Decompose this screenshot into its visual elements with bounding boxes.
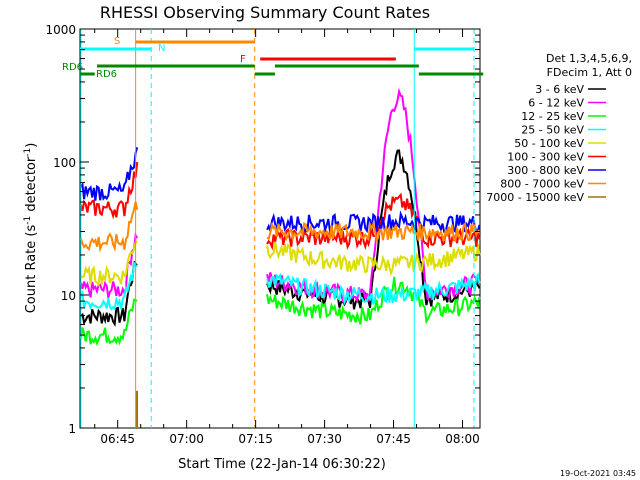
legend-label-5: 100 - 300 keV bbox=[507, 151, 584, 164]
flag-label-f: F bbox=[240, 54, 246, 65]
x-tick-label-2: 07:15 bbox=[238, 432, 273, 446]
x-tick-label-0: 06:45 bbox=[100, 432, 135, 446]
legend-label-8: 7000 - 15000 keV bbox=[486, 191, 584, 204]
legend-label-2: 12 - 25 keV bbox=[521, 110, 584, 123]
series-line-7-seg-1 bbox=[266, 220, 481, 244]
legend-label-0: 3 - 6 keV bbox=[535, 83, 584, 96]
x-tick-label-5: 08:00 bbox=[445, 432, 480, 446]
x-tick-label-1: 07:00 bbox=[169, 432, 204, 446]
series-line-4-seg-0 bbox=[80, 240, 138, 288]
series-line-6-seg-0 bbox=[80, 147, 139, 201]
series-line-3-seg-0 bbox=[80, 260, 138, 311]
tick-layer: 06:45 07:00 07:15 07:30 07:45 08:00 1 10 100 1000 bbox=[45, 23, 480, 446]
y-axis-label-sup1: -1 bbox=[23, 216, 33, 225]
legend-header-line-1: Det 1,3,4,5,6,9, bbox=[546, 52, 632, 65]
flag-label-rd6-upper: RD6 bbox=[62, 62, 83, 73]
series-line-3-seg-1 bbox=[266, 272, 481, 307]
series-line-0-seg-0 bbox=[80, 260, 138, 327]
y-axis-label-sup2: -1 bbox=[23, 148, 33, 157]
chart-title: RHESSI Observing Summary Count Rates bbox=[100, 3, 430, 22]
y-tick-label-0: 1 bbox=[68, 422, 76, 436]
y-tick-label-2: 100 bbox=[53, 156, 76, 170]
flag-label-rd6-lower: RD6 bbox=[96, 69, 117, 80]
series-line-2-seg-1 bbox=[266, 276, 481, 325]
series-line-1-seg-1 bbox=[266, 87, 481, 304]
plot-area bbox=[79, 28, 484, 429]
legend: Det 1,3,4,5,6,9, FDecim 1, Att 0 3 - 6 k… bbox=[486, 52, 632, 204]
legend-label-1: 6 - 12 keV bbox=[528, 97, 584, 110]
y-axis-label-main: Count Rate (s bbox=[24, 225, 39, 314]
x-tick-label-3: 07:30 bbox=[307, 432, 342, 446]
legend-label-7: 800 - 7000 keV bbox=[500, 178, 584, 191]
series-line-7-seg-0 bbox=[79, 201, 139, 253]
x-tick-label-4: 07:45 bbox=[376, 432, 411, 446]
series-line-2-seg-0 bbox=[79, 298, 138, 347]
flag-label-n: N bbox=[158, 43, 165, 54]
y-tick-label-1: 10 bbox=[61, 289, 76, 303]
y-axis-label-mid: detector bbox=[24, 156, 39, 216]
y-tick-label-3: 1000 bbox=[45, 23, 76, 37]
y-axis-label-end: ) bbox=[24, 143, 39, 148]
y-axis-label: Count Rate (s-1 detector-1) bbox=[23, 143, 39, 314]
series-line-5-seg-0 bbox=[79, 161, 139, 220]
flag-label-s: S bbox=[114, 36, 120, 47]
series-line-5-seg-1 bbox=[266, 192, 481, 251]
legend-label-4: 50 - 100 keV bbox=[514, 137, 584, 150]
legend-label-6: 300 - 800 keV bbox=[507, 164, 584, 177]
series-line-4-seg-1 bbox=[266, 242, 481, 277]
legend-header-line-2: FDecim 1, Att 0 bbox=[547, 66, 632, 79]
timestamp: 19-Oct-2021 03:45 bbox=[560, 469, 636, 478]
x-axis-label: Start Time (22-Jan-14 06:30:22) bbox=[178, 457, 386, 472]
plot-frame bbox=[79, 28, 481, 429]
legend-label-3: 25 - 50 keV bbox=[521, 124, 584, 137]
